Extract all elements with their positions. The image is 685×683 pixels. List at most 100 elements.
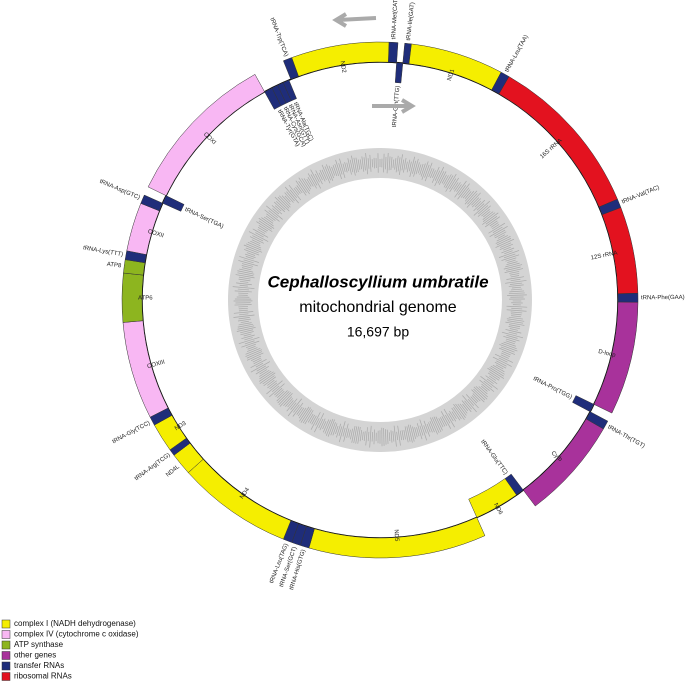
gene-block [388, 41, 399, 63]
gc-tick [443, 174, 452, 188]
gc-tick [237, 288, 249, 291]
gc-tick [470, 396, 478, 404]
gene-label: ND4L [165, 464, 181, 479]
gc-tick [501, 352, 510, 358]
gene-label: ND2 [339, 61, 347, 74]
gc-tick [471, 197, 480, 206]
gc-tick [454, 182, 461, 192]
gc-tick [406, 159, 411, 173]
gc-tick [361, 156, 365, 172]
gc-tick [424, 164, 430, 178]
gc-tick [495, 236, 511, 244]
gc-tick [238, 336, 260, 345]
gc-tick [421, 161, 429, 180]
gc-tick [342, 163, 346, 172]
gc-tick [307, 177, 314, 187]
gc-tick [496, 235, 508, 242]
gc-tick [343, 423, 349, 442]
gene-block [122, 320, 169, 418]
gc-tick [359, 430, 363, 442]
gc-tick [257, 229, 266, 234]
gc-tick [355, 426, 359, 444]
gc-tick [506, 294, 527, 296]
gene-label: ND5 [392, 529, 399, 542]
gc-tick [437, 171, 445, 184]
gc-tick [300, 407, 311, 423]
gc-tick [509, 273, 520, 276]
gc-tick [457, 183, 470, 200]
gc-tick [277, 390, 285, 399]
gc-tick [464, 190, 478, 205]
gc-tick [257, 227, 267, 233]
gc-tick [353, 157, 357, 173]
gc-tick [471, 395, 479, 402]
gc-tick [503, 246, 511, 251]
gc-tick [388, 156, 391, 171]
gc-tick [485, 375, 498, 385]
gc-tick [492, 224, 500, 230]
gc-tick [245, 348, 261, 355]
gc-tick [234, 304, 252, 306]
gc-tick [494, 361, 507, 369]
legend-swatch [1, 640, 11, 650]
gc-tick [435, 416, 443, 431]
gc-tick [255, 365, 269, 375]
gc-tick [255, 232, 264, 238]
gene-block [468, 478, 517, 518]
legend-label: ATP synthase [14, 640, 64, 649]
gc-tick [505, 338, 516, 343]
gc-tick [419, 419, 428, 441]
gc-tick [443, 175, 449, 185]
direction-arrow [372, 98, 416, 114]
gc-tick [492, 356, 512, 367]
gc-tick [322, 419, 330, 433]
gc-tick [390, 430, 393, 443]
gc-tick [508, 284, 524, 287]
gc-tick [409, 424, 415, 442]
gc-tick [496, 360, 507, 367]
gc-tick [292, 402, 304, 417]
gc-tick [462, 403, 469, 411]
gc-tick [509, 282, 523, 285]
gc-tick [342, 427, 346, 437]
gc-tick [448, 413, 454, 422]
gc-tick [299, 406, 310, 422]
gc-tick [501, 254, 520, 261]
gc-tick [277, 196, 290, 209]
gc-tick [287, 400, 294, 408]
gc-tick [295, 180, 307, 196]
gc-tick [241, 340, 260, 348]
gc-tick [245, 349, 263, 357]
gc-tick [498, 250, 520, 258]
legend-swatch [1, 630, 11, 639]
gc-tick [250, 361, 271, 373]
gc-tick [443, 408, 455, 428]
gc-tick [357, 159, 361, 170]
gc-tick [473, 388, 486, 401]
gc-tick [388, 432, 391, 442]
gc-tick [506, 261, 518, 266]
gene-label: tRNA-Gly(TCC) [112, 420, 152, 445]
gc-tick [499, 242, 512, 248]
gene-label: tRNA-Thr(TGT) [607, 424, 646, 449]
gc-tick [238, 278, 251, 282]
gc-tick [241, 267, 252, 271]
gc-tick [451, 407, 461, 421]
gene-label: tRNA-Pro(TGG) [532, 376, 573, 401]
gc-tick [506, 318, 525, 322]
legend-label: transfer RNAs [14, 661, 64, 670]
gc-tick [263, 376, 277, 387]
gc-tick [451, 411, 457, 419]
gc-tick [369, 154, 372, 172]
gc-tick [339, 158, 346, 179]
gc-tick [249, 236, 264, 244]
legend-swatch [1, 651, 11, 660]
gene-label: COXII [147, 229, 165, 239]
gc-tick [293, 188, 300, 195]
gc-tick [445, 173, 457, 192]
gc-tick [335, 425, 339, 435]
gc-tick [265, 215, 274, 222]
gc-tick [509, 328, 518, 331]
gc-tick [371, 432, 373, 442]
gc-tick [511, 307, 523, 310]
